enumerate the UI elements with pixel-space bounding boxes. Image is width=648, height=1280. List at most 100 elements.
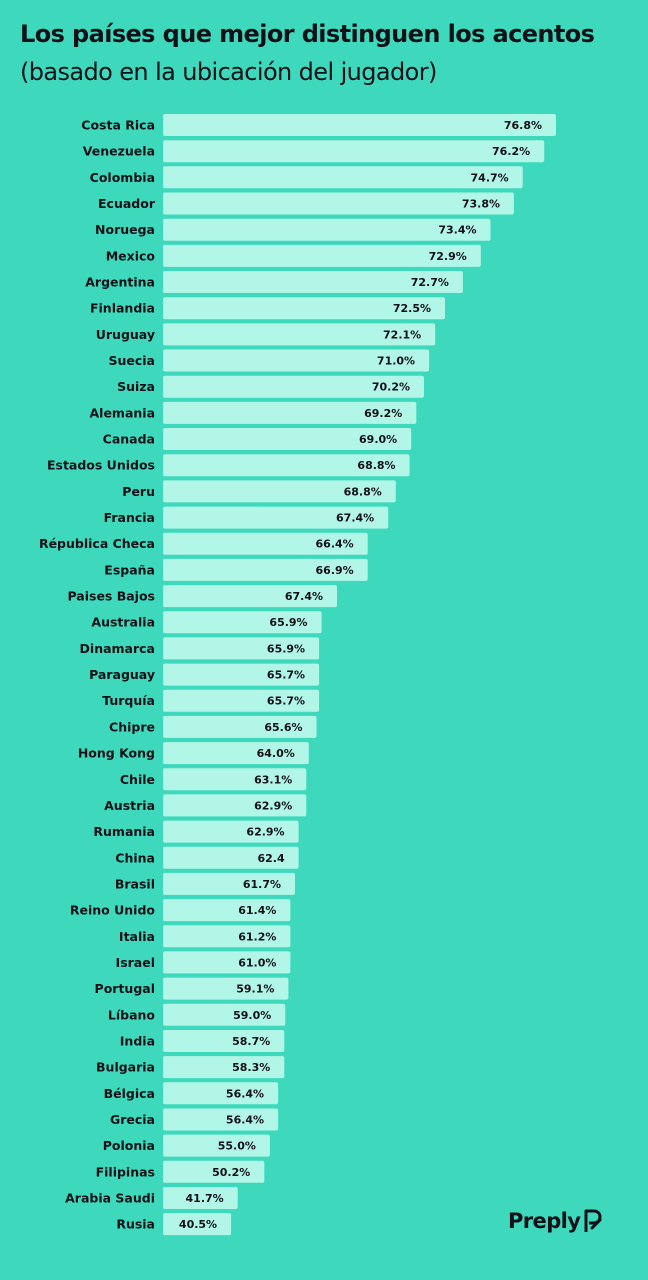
preply-logo: Preply [508, 1208, 607, 1234]
value-label: 68.8% [357, 459, 395, 472]
bar [163, 1187, 238, 1209]
value-label: 72.9% [429, 250, 467, 263]
value-label: 73.8% [462, 198, 500, 211]
bar [163, 637, 320, 660]
value-label: 67.4% [336, 512, 374, 525]
value-label: 63.1% [254, 773, 292, 786]
bar [163, 480, 396, 503]
bar [163, 1082, 279, 1105]
category-label: Paises Bajos [67, 589, 155, 604]
value-label: 40.5% [179, 1218, 217, 1231]
bar [163, 1003, 286, 1026]
bar [163, 428, 412, 450]
category-label: Grecia [110, 1112, 155, 1127]
bar [163, 375, 424, 398]
value-label: 72.1% [383, 328, 421, 341]
value-label: 61.2% [238, 930, 276, 943]
category-label: Portugal [95, 981, 155, 996]
value-label: 72.7% [411, 276, 449, 289]
bar [163, 297, 445, 320]
bar [163, 820, 299, 843]
category-label: Brasil [115, 876, 155, 891]
value-label: 59.1% [236, 983, 274, 996]
value-label: 76.2% [492, 145, 530, 158]
bar [163, 192, 514, 215]
category-label: Turquía [102, 693, 155, 708]
bar [163, 794, 307, 817]
category-label: Bélgica [104, 1086, 155, 1101]
value-label: 62.9% [254, 799, 292, 812]
bar [163, 506, 389, 529]
value-label: 67.4% [285, 590, 323, 603]
category-label: Argentina [85, 275, 155, 290]
category-label: Hong Kong [78, 746, 155, 761]
category-label: Suecia [108, 353, 155, 368]
value-label: 74.7% [471, 171, 509, 184]
value-label: 69.2% [364, 407, 402, 420]
bar [163, 454, 410, 477]
category-label: Républica Checa [39, 536, 155, 551]
value-label: 50.2% [212, 1166, 250, 1179]
bar [163, 977, 289, 1000]
value-label: 71.0% [377, 355, 415, 368]
bar [163, 349, 430, 372]
category-label: Israel [116, 955, 155, 970]
bar [163, 951, 291, 974]
bar [163, 1213, 232, 1236]
bar [163, 689, 320, 712]
preply-logo-icon [584, 1209, 602, 1232]
category-label: Rusia [116, 1217, 155, 1232]
category-label: Italia [119, 929, 155, 944]
value-label: 61.4% [238, 904, 276, 917]
bar [163, 114, 556, 136]
value-label: 59.0% [233, 1009, 271, 1022]
value-label: 65.9% [267, 642, 305, 655]
value-label: 70.2% [372, 381, 410, 394]
bar [163, 401, 417, 424]
bar [163, 1160, 265, 1183]
value-label: 73.4% [438, 224, 476, 237]
bar [163, 166, 523, 189]
bar [163, 140, 545, 163]
bar [163, 899, 291, 922]
bar [163, 1056, 285, 1079]
bar [163, 925, 291, 948]
value-label: 62.4 [257, 852, 284, 865]
category-label: Alemania [89, 405, 155, 420]
bar [163, 558, 368, 581]
category-label: Ecuador [98, 196, 156, 211]
category-label: Costa Rica [81, 118, 155, 133]
value-label: 65.9% [269, 616, 307, 629]
category-label: Paraguay [89, 667, 155, 682]
bar [163, 323, 436, 346]
value-label: 55.0% [218, 1140, 256, 1153]
category-label: Líbano [108, 1007, 156, 1022]
category-label: Polonia [103, 1138, 155, 1153]
bar [163, 585, 337, 608]
chart-subtitle: (basado en la ubicación del jugador) [20, 58, 437, 86]
category-label: Francia [104, 510, 155, 525]
value-label: 61.7% [243, 878, 281, 891]
bar [163, 1134, 270, 1157]
category-label: Estados Unidos [47, 458, 155, 473]
category-label: Chile [120, 772, 155, 787]
category-label: Filipinas [96, 1164, 155, 1179]
value-label: 61.0% [238, 956, 276, 969]
value-label: 65.7% [267, 695, 305, 708]
value-label: 62.9% [246, 826, 284, 839]
category-label: Austria [104, 798, 155, 813]
value-label: 56.4% [226, 1114, 264, 1127]
bar [163, 1030, 285, 1052]
category-label: Peru [122, 484, 155, 499]
bar [163, 846, 299, 869]
preply-logo-text: Preply [508, 1209, 581, 1233]
category-label: Australia [91, 615, 155, 630]
value-label: 76.8% [504, 119, 542, 132]
category-label: Rumania [93, 824, 155, 839]
category-label: Reino Unido [70, 903, 156, 918]
category-label: Dinamarca [80, 641, 155, 656]
value-label: 58.3% [232, 1061, 270, 1074]
bar [163, 872, 295, 895]
chart-title: Los países que mejor distinguen los acen… [20, 20, 595, 48]
